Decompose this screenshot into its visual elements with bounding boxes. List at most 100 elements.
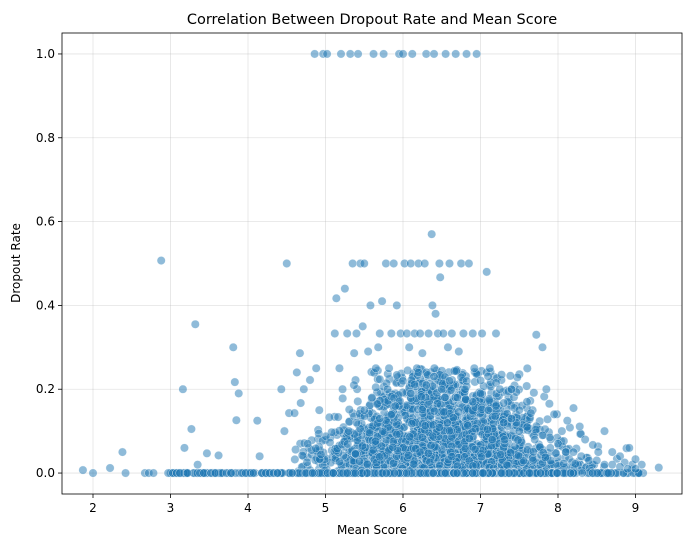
cloud-point bbox=[371, 382, 381, 392]
cloud-point bbox=[506, 448, 515, 458]
data-point bbox=[348, 259, 358, 268]
cloud-point bbox=[545, 432, 555, 442]
cloud-point bbox=[460, 443, 470, 453]
data-point bbox=[371, 363, 381, 373]
cloud-point bbox=[429, 363, 439, 373]
data-points bbox=[78, 49, 664, 478]
cloud-point bbox=[353, 396, 363, 406]
data-point bbox=[279, 426, 289, 436]
data-point bbox=[105, 463, 115, 473]
y-tick-label: 1.0 bbox=[36, 47, 55, 61]
data-point bbox=[414, 368, 423, 377]
data-point bbox=[322, 49, 332, 59]
data-point bbox=[282, 259, 292, 268]
cloud-point bbox=[522, 363, 532, 373]
data-point bbox=[214, 450, 224, 460]
data-point bbox=[344, 426, 354, 436]
x-tick-label: 8 bbox=[554, 501, 562, 515]
data-point bbox=[353, 49, 363, 59]
chart-title: Correlation Between Dropout Rate and Mea… bbox=[187, 12, 557, 28]
data-point bbox=[231, 415, 241, 425]
data-point bbox=[569, 447, 578, 457]
data-point bbox=[328, 468, 338, 478]
data-point bbox=[588, 440, 598, 450]
cloud-point bbox=[375, 452, 385, 462]
cloud-point bbox=[365, 428, 375, 438]
data-point bbox=[592, 456, 602, 465]
cloud-point bbox=[536, 468, 546, 478]
cloud-point bbox=[497, 468, 507, 478]
data-point bbox=[340, 284, 350, 294]
data-point bbox=[557, 426, 567, 436]
data-point bbox=[190, 319, 200, 329]
cloud-point bbox=[343, 439, 353, 449]
cloud-point bbox=[417, 405, 427, 415]
data-point bbox=[390, 401, 400, 411]
data-point bbox=[156, 256, 166, 266]
cloud-point bbox=[381, 468, 391, 478]
data-point bbox=[276, 384, 286, 394]
data-point bbox=[435, 272, 445, 282]
data-point bbox=[476, 388, 485, 398]
cloud-point bbox=[290, 454, 300, 464]
y-axis-title: Dropout Rate bbox=[9, 223, 23, 303]
cloud-point bbox=[371, 436, 381, 446]
cloud-point bbox=[370, 468, 380, 478]
cloud-point bbox=[368, 445, 378, 455]
data-point bbox=[369, 49, 378, 59]
data-point bbox=[404, 342, 414, 352]
data-point bbox=[78, 465, 88, 475]
data-point bbox=[538, 430, 547, 440]
data-point bbox=[149, 468, 158, 478]
data-point bbox=[631, 454, 640, 464]
cloud-point bbox=[386, 410, 396, 420]
data-point bbox=[421, 49, 431, 59]
data-point bbox=[379, 49, 389, 59]
data-point bbox=[575, 422, 585, 431]
data-point bbox=[359, 405, 369, 415]
data-point bbox=[324, 412, 334, 422]
data-point bbox=[469, 363, 479, 373]
cloud-point bbox=[426, 440, 436, 450]
data-point bbox=[383, 384, 392, 394]
cloud-point bbox=[454, 407, 464, 417]
cloud-point bbox=[468, 468, 478, 478]
cloud-point bbox=[559, 459, 569, 469]
cloud-point bbox=[505, 371, 515, 381]
data-point bbox=[295, 348, 305, 358]
data-point bbox=[296, 398, 306, 408]
data-point bbox=[178, 384, 188, 394]
cloud-point bbox=[487, 435, 497, 444]
cloud-point bbox=[378, 426, 388, 436]
cloud-point bbox=[428, 468, 438, 478]
data-point bbox=[252, 416, 262, 426]
data-point bbox=[406, 388, 416, 398]
x-tick-label: 9 bbox=[632, 501, 640, 515]
x-tick-label: 6 bbox=[399, 501, 407, 515]
x-tick-label: 3 bbox=[167, 501, 175, 515]
cloud-point bbox=[446, 385, 456, 395]
data-point bbox=[499, 398, 509, 408]
data-point bbox=[429, 372, 439, 382]
cloud-point bbox=[484, 395, 494, 405]
cloud-point bbox=[334, 457, 344, 467]
cloud-point bbox=[357, 441, 367, 451]
cloud-point bbox=[570, 459, 580, 469]
cloud-point bbox=[311, 444, 321, 453]
data-point bbox=[290, 408, 299, 418]
data-point bbox=[607, 460, 617, 470]
data-point bbox=[526, 408, 536, 418]
data-point bbox=[507, 384, 516, 394]
data-point bbox=[615, 451, 625, 461]
data-point bbox=[352, 329, 361, 338]
data-point bbox=[330, 329, 340, 338]
data-point bbox=[310, 49, 320, 59]
cloud-point bbox=[496, 450, 506, 459]
cloud-point bbox=[513, 435, 523, 445]
cloud-point bbox=[514, 451, 523, 461]
data-point bbox=[584, 456, 594, 465]
cloud-point bbox=[451, 366, 461, 376]
cloud-point bbox=[428, 431, 438, 441]
data-point bbox=[415, 329, 425, 338]
data-point bbox=[367, 393, 377, 403]
